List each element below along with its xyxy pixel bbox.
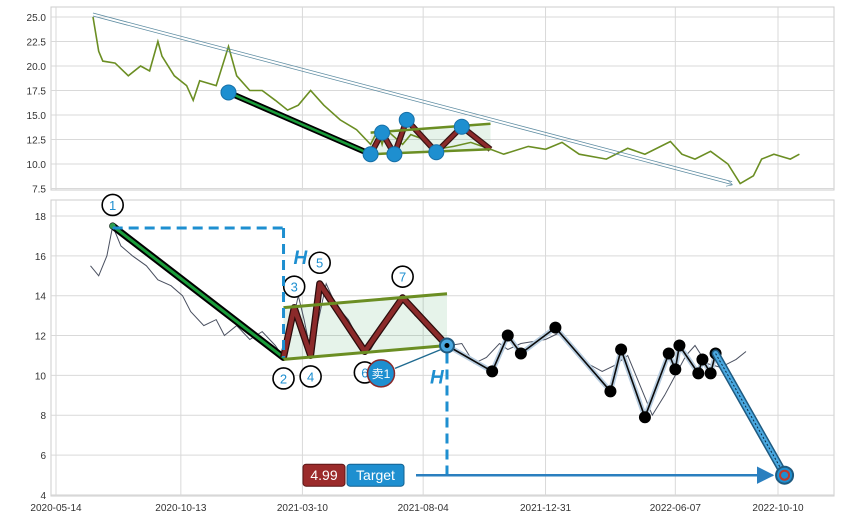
overview-pivot-marker (453, 118, 470, 135)
detail-forecast-point (514, 347, 527, 360)
overview-pivot-marker (220, 84, 237, 101)
detail-forecast-point (604, 385, 617, 398)
target-label: Target (356, 467, 395, 483)
overview-downleg (227, 91, 372, 156)
sell-pointer (394, 348, 442, 370)
detail-channel-fill (283, 293, 447, 360)
projection-height-label: H (430, 367, 445, 388)
pivot-label-ring (282, 275, 306, 298)
pivot-label: 3 (291, 280, 298, 295)
detail-forecast-point (615, 343, 628, 356)
detail-y-tick-label: 10 (35, 371, 47, 382)
overview-y-tick-label: 25.0 (27, 13, 47, 24)
overview-y-tick-label: 22.5 (27, 38, 47, 49)
detail-x-tick-label: 2021-03-10 (277, 503, 329, 514)
detail-y-tick-label: 6 (40, 451, 46, 462)
detail-y-tick-label: 18 (35, 212, 47, 223)
pivot-label: 1 (109, 198, 116, 213)
detail-y-tick-label: 8 (40, 411, 46, 422)
pivot-label: 6 (361, 365, 368, 380)
detail-forecast-point (501, 329, 514, 342)
overview-series (92, 12, 800, 185)
detail-x-tick-label: 2022-10-10 (752, 503, 804, 514)
overview-y-tick-label: 7.5 (32, 185, 46, 196)
sell-label: 卖1 (372, 367, 391, 381)
overview-pivot-marker (374, 124, 391, 141)
overview-y-tick-label: 17.5 (27, 87, 47, 98)
pivot-label: 7 (399, 270, 406, 285)
detail-downleg (111, 224, 285, 359)
target-label-badge (346, 463, 405, 487)
overview-pivot-marker (428, 144, 445, 161)
overview-y-axis: 7.5 10.0 12.5 15.0 17.5 20.0 22.5 25.0 (27, 13, 47, 196)
detail-y-axis: 4 6 8 10 12 14 16 18 (35, 212, 47, 502)
target-point (775, 465, 795, 485)
detail-x-tick-label: 2020-10-13 (155, 503, 207, 514)
pivot-label-ring (272, 367, 295, 390)
detail-forecast-point (692, 367, 705, 380)
detail-y-tick-label: 14 (35, 292, 47, 303)
overview-price-line (92, 16, 800, 185)
detail-annotations: 1 2 3 4 5 6 7 H H 卖1 4.99 Target (101, 193, 795, 487)
overview-y-tick-label: 10.0 (27, 160, 47, 171)
pivot-label: 2 (280, 371, 287, 386)
overview-panel: 7.5 10.0 12.5 15.0 17.5 20.0 22.5 25.0 (27, 6, 835, 196)
overview-y-tick-label: 20.0 (27, 62, 47, 73)
pivot-label: 4 (307, 369, 314, 384)
detail-forecast-point (669, 363, 682, 376)
pivot-label-ring (308, 251, 331, 275)
overview-pivot-marker (362, 146, 379, 163)
detail-x-axis: 2020-05-14 2020-10-13 2021-03-10 2021-08-04… (30, 503, 804, 514)
target-point-core (779, 469, 791, 481)
detail-x-tick-label: 2022-06-07 (650, 503, 702, 514)
overview-pivot-marker (386, 146, 403, 163)
detail-forecast-point (673, 339, 686, 352)
pivot-label-ring (299, 365, 322, 388)
target-value-badge (302, 463, 346, 487)
height-label: H (294, 248, 309, 269)
sell-badge (366, 359, 396, 388)
detail-y-tick-label: 4 (40, 491, 46, 502)
detail-y-tick-label: 16 (35, 252, 47, 263)
detail-forecast-point (696, 353, 709, 366)
overview-trend-arrow (92, 15, 732, 185)
detail-y-tick-label: 12 (35, 332, 47, 343)
detail-forecast-point (704, 367, 717, 380)
detail-x-tick-label: 2021-08-04 (398, 503, 450, 514)
detail-x-tick-label: 2021-12-31 (520, 503, 572, 514)
detail-channel-upper (283, 292, 448, 310)
detail-channel-lower (283, 344, 448, 361)
overview-grid (51, 7, 834, 190)
overview-plot-area (50, 6, 835, 191)
detail-forecast-point (549, 321, 562, 334)
overview-channel-upper (370, 122, 491, 134)
pivot-label-ring (101, 193, 124, 217)
overview-y-tick-label: 12.5 (27, 136, 47, 147)
detail-series (90, 222, 789, 480)
detail-forecast-point (486, 365, 499, 378)
pivot-label: 5 (316, 256, 323, 271)
detail-target-leg-dots (715, 353, 786, 476)
overview-trend-arrow-edge (92, 12, 733, 182)
detail-forecast-point (638, 411, 651, 424)
pivot-label-ring (391, 265, 414, 288)
overview-y-tick-label: 15.0 (27, 111, 47, 122)
overview-pivot-marker (398, 111, 415, 128)
detail-x-tick-label: 2020-05-14 (30, 503, 82, 514)
breakout-point-core (444, 343, 450, 348)
target-value: 4.99 (310, 467, 337, 483)
detail-forecast-point (662, 347, 675, 360)
